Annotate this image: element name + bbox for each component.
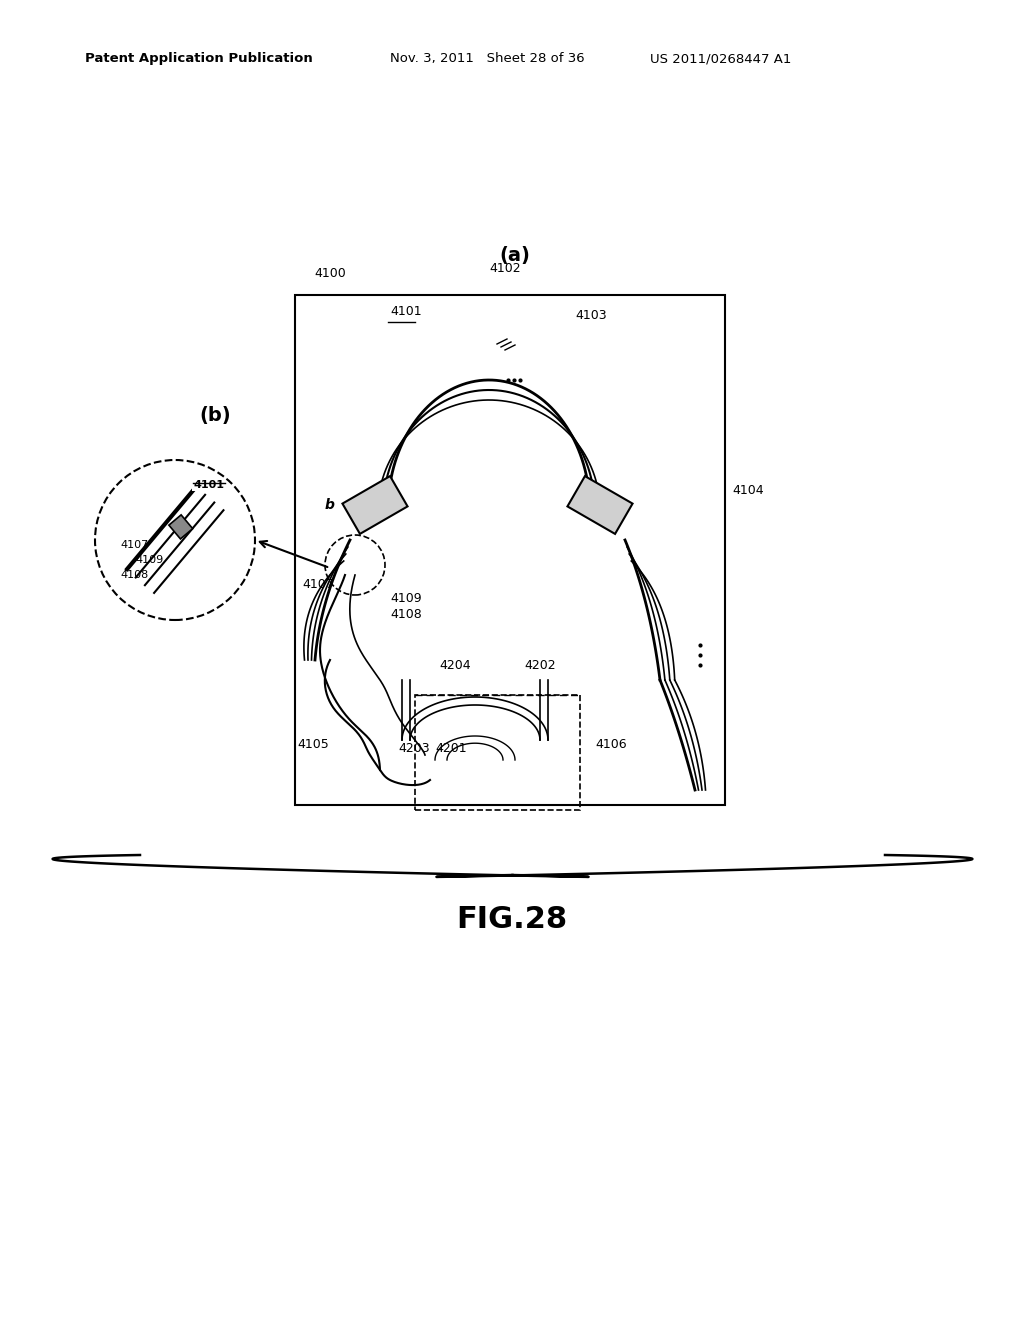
Circle shape bbox=[95, 459, 255, 620]
Text: 4204: 4204 bbox=[439, 659, 471, 672]
Text: (b): (b) bbox=[200, 405, 230, 425]
Bar bbox=[415, 696, 580, 810]
Text: Nov. 3, 2011   Sheet 28 of 36: Nov. 3, 2011 Sheet 28 of 36 bbox=[390, 51, 585, 65]
FancyBboxPatch shape bbox=[169, 515, 193, 539]
Text: 4100: 4100 bbox=[314, 267, 346, 280]
FancyBboxPatch shape bbox=[567, 477, 633, 533]
Text: 4201: 4201 bbox=[435, 742, 467, 755]
Text: 4107: 4107 bbox=[302, 578, 334, 591]
Text: FIG.28: FIG.28 bbox=[457, 906, 567, 935]
Text: 4109: 4109 bbox=[390, 591, 422, 605]
Text: 4203: 4203 bbox=[398, 742, 430, 755]
Text: 4108: 4108 bbox=[120, 570, 148, 579]
FancyBboxPatch shape bbox=[342, 477, 408, 533]
Text: 4202: 4202 bbox=[524, 659, 556, 672]
Text: 4102: 4102 bbox=[489, 261, 521, 275]
Text: 4108: 4108 bbox=[390, 609, 422, 622]
Bar bbox=[295, 294, 725, 805]
Text: b: b bbox=[325, 498, 335, 512]
Text: 4109: 4109 bbox=[135, 554, 163, 565]
Text: 4107: 4107 bbox=[120, 540, 148, 550]
Text: (a): (a) bbox=[500, 246, 530, 265]
Text: 4103: 4103 bbox=[575, 309, 606, 322]
Text: 4101: 4101 bbox=[390, 305, 422, 318]
Text: US 2011/0268447 A1: US 2011/0268447 A1 bbox=[650, 51, 792, 65]
Text: 4106: 4106 bbox=[595, 738, 627, 751]
Text: 4104: 4104 bbox=[732, 483, 764, 496]
Text: 4101: 4101 bbox=[193, 480, 224, 490]
Text: Patent Application Publication: Patent Application Publication bbox=[85, 51, 312, 65]
Text: 4105: 4105 bbox=[297, 738, 329, 751]
